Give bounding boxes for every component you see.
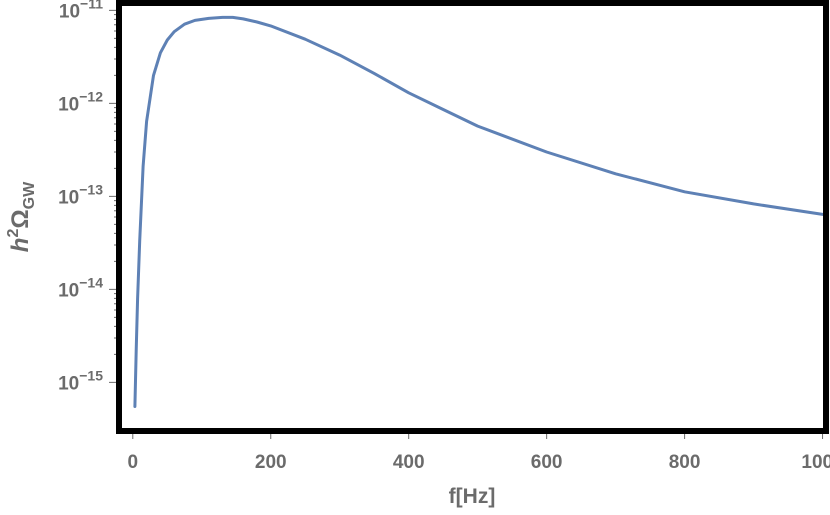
y-axis-label-main: Ω [7,209,34,228]
y-axis-label-base: h [7,238,34,253]
series-line [133,15,825,408]
x-tick-label-5: 1000 [801,452,830,473]
y-tick-label-0: 10−15 [58,367,103,394]
plot-frame [116,0,829,434]
y-axis-label-sup: 2 [5,229,22,238]
y-axis-label: h2ΩGW [5,181,38,252]
x-tick-label-1: 200 [255,452,287,473]
x-axis-ticks: 0 200 400 600 800 1000 [128,431,830,473]
plot-background [119,3,826,431]
x-tick-label-0: 0 [128,452,139,473]
x-tick-label-3: 600 [531,452,563,473]
y-tick-label-4: 10−11 [59,0,103,22]
y-axis-ticks: 10−15 10−14 10−13 10−12 10−11 [58,0,119,394]
x-tick-label-2: 400 [393,452,425,473]
y-axis-label-sub: GW [21,181,38,209]
y-tick-label-1: 10−14 [58,274,103,301]
y-tick-label-3: 10−12 [58,88,103,115]
x-axis-label: f[Hz] [449,485,496,508]
y-tick-label-2: 10−13 [58,181,103,208]
x-tick-label-4: 800 [669,452,701,473]
